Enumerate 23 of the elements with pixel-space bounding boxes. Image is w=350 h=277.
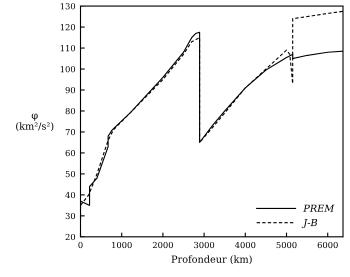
y-tick-label: 40 — [65, 192, 76, 198]
y-tick-label: 110 — [60, 45, 76, 52]
x-tick-label: 0 — [78, 242, 83, 248]
x-tick-label: 4000 — [234, 242, 256, 248]
y-tick-label: 90 — [66, 86, 76, 94]
y-tick-label: 50 — [66, 170, 76, 178]
y-tick-label: 20 — [66, 234, 76, 240]
x-tick-label: 2000 — [152, 242, 173, 248]
legend-label: J-B — [302, 218, 318, 228]
y-tick-label: 80 — [66, 108, 76, 114]
x-tick-label: 5000 — [276, 242, 297, 248]
x-tick-label: 1000 — [112, 242, 132, 248]
x-tick-label: 6000 — [318, 242, 338, 248]
y-axis-title: φ (km²/s²) — [16, 114, 54, 132]
legend-label: PREM — [303, 204, 334, 212]
x-axis-title: Profondeur (km) — [172, 255, 252, 264]
y-tick-label: 30 — [66, 212, 76, 220]
y-tick-label: 100 — [60, 66, 76, 72]
y-tick-label: 120 — [60, 24, 76, 30]
y-tick-label: 60 — [66, 150, 76, 156]
y-tick-label: 130 — [60, 3, 76, 10]
y-tick-label: 70 — [66, 128, 76, 136]
x-tick-label: 3000 — [194, 242, 214, 248]
